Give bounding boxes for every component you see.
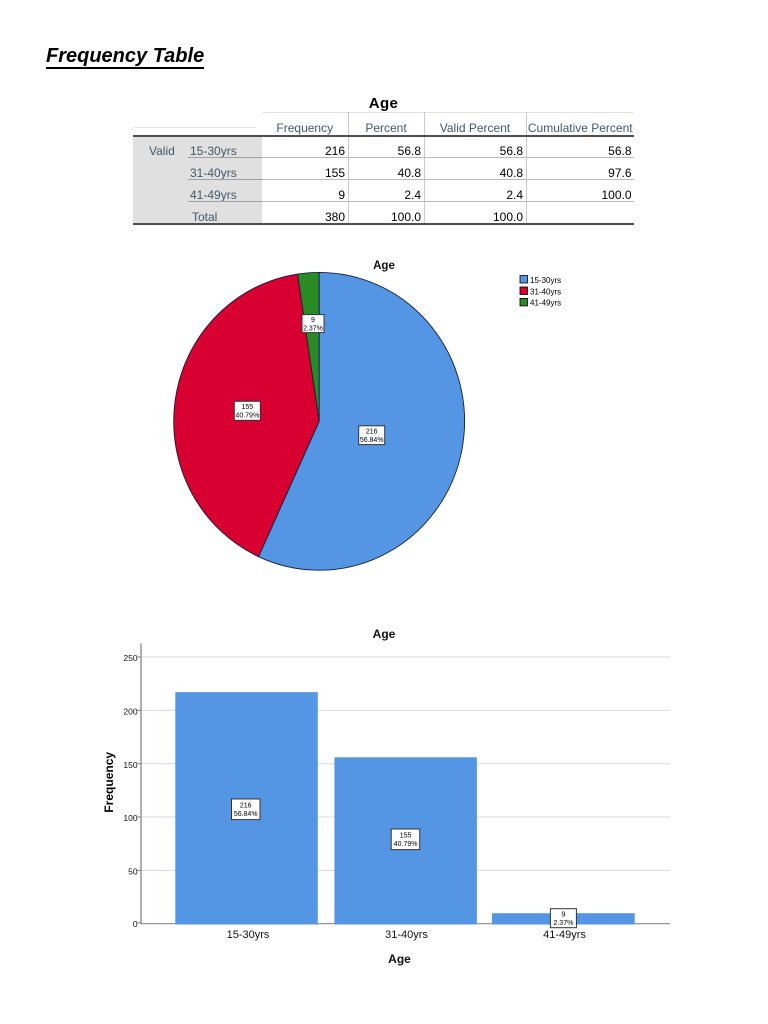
svg-text:216: 216 xyxy=(240,802,252,809)
svg-text:2.37%: 2.37% xyxy=(553,920,573,927)
svg-text:Age: Age xyxy=(388,952,411,966)
svg-text:31-40yrs: 31-40yrs xyxy=(385,929,428,941)
svg-text:155: 155 xyxy=(400,832,412,839)
svg-text:40.79%: 40.79% xyxy=(394,841,418,848)
svg-text:56.84%: 56.84% xyxy=(234,811,258,818)
svg-text:250: 250 xyxy=(123,653,137,663)
svg-text:2.37%: 2.37% xyxy=(303,325,323,332)
svg-text:41-49yrs: 41-49yrs xyxy=(543,929,586,941)
svg-text:40.79%: 40.79% xyxy=(235,412,259,419)
svg-text:0: 0 xyxy=(133,919,138,929)
svg-text:50: 50 xyxy=(128,867,138,877)
svg-text:56.84%: 56.84% xyxy=(360,437,384,444)
svg-text:155: 155 xyxy=(241,404,253,411)
svg-text:Age: Age xyxy=(373,260,395,272)
svg-text:15-30yrs: 15-30yrs xyxy=(227,929,270,941)
svg-text:Frequency: Frequency xyxy=(102,752,116,813)
svg-text:41-49yrs: 41-49yrs xyxy=(530,299,561,308)
svg-text:9: 9 xyxy=(311,317,315,324)
svg-text:200: 200 xyxy=(123,706,137,716)
svg-text:15-30yrs: 15-30yrs xyxy=(530,276,561,285)
svg-text:150: 150 xyxy=(123,760,137,770)
svg-text:31-40yrs: 31-40yrs xyxy=(530,287,561,296)
svg-text:9: 9 xyxy=(561,911,565,918)
svg-text:Age: Age xyxy=(373,627,396,641)
svg-text:216: 216 xyxy=(366,429,378,436)
svg-text:100: 100 xyxy=(123,813,137,823)
